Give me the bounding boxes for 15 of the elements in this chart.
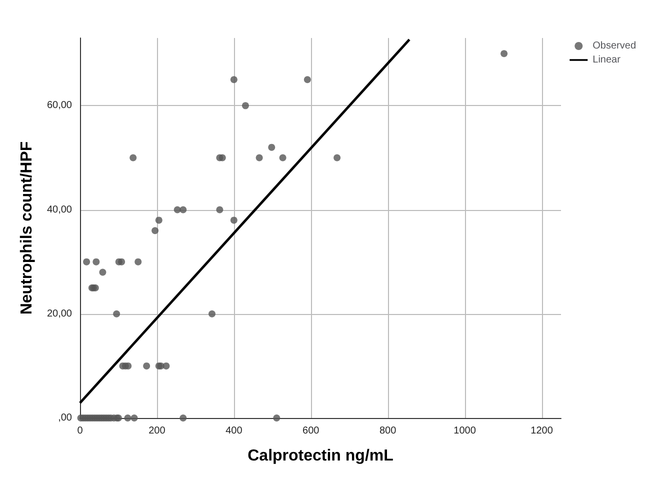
y-tick-label: 60,00	[46, 100, 72, 112]
x-tick-label: 400	[226, 426, 243, 436]
x-axis-title: Calprotectin ng/mL	[248, 448, 394, 464]
x-tick-label: 800	[379, 426, 397, 436]
x-tick-label: 1000	[454, 426, 476, 436]
x-tick-label: 200	[148, 426, 166, 436]
legend-label: Linear	[592, 54, 622, 66]
y-tick-label: 40,00	[46, 204, 72, 216]
y-axis-title: Neutrophils count/HPF	[18, 141, 36, 315]
x-tick-label: 0	[77, 426, 84, 436]
y-tick-label: ,00	[58, 412, 72, 424]
legend-label: Observed	[592, 40, 636, 52]
x-tick-label: 1200	[530, 426, 554, 436]
y-tick-label: 20,00	[46, 308, 72, 320]
x-tick-label: 600	[302, 426, 320, 436]
